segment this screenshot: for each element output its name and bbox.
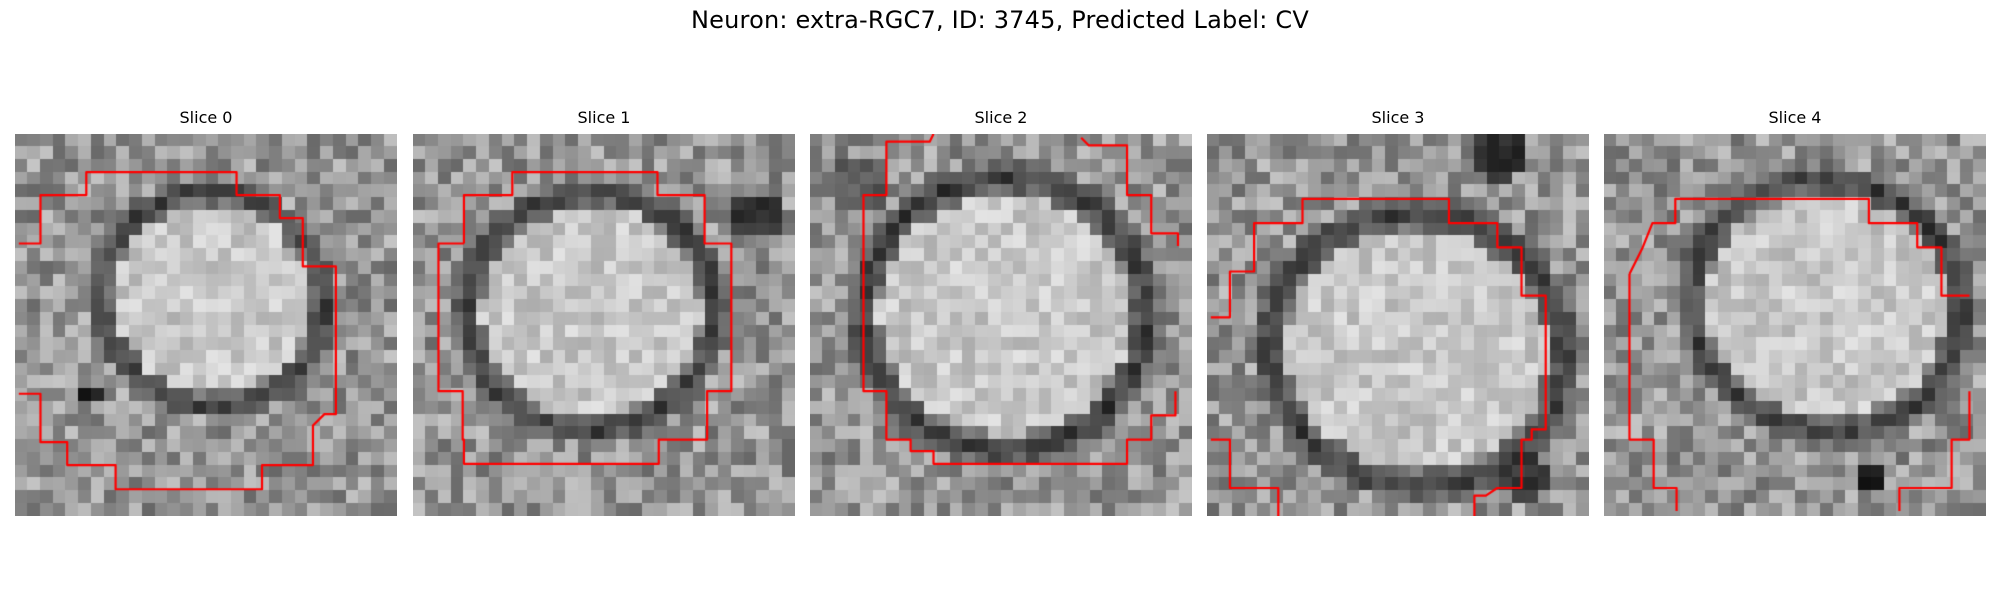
slice-title-1: Slice 1 (577, 108, 631, 127)
slice-title-0: Slice 0 (179, 108, 233, 127)
slice-image-2 (810, 134, 1192, 516)
slice-image-4 (1604, 134, 1986, 516)
slice-image-1 (413, 134, 795, 516)
slice-image-0 (15, 134, 397, 516)
slice-title-2: Slice 2 (974, 108, 1028, 127)
slice-title-3: Slice 3 (1371, 108, 1425, 127)
slice-image-3 (1207, 134, 1589, 516)
slice-title-4: Slice 4 (1768, 108, 1822, 127)
figure-title: Neuron: extra-RGC7, ID: 3745, Predicted … (691, 6, 1309, 34)
